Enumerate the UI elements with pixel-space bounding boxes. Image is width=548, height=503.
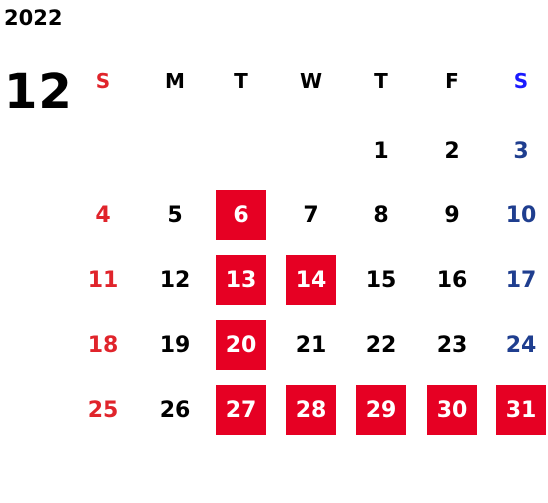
day-cell: 12	[159, 267, 191, 293]
day-cell: 21	[295, 332, 327, 358]
day-cell: 8	[373, 202, 389, 228]
day-cell: 19	[159, 332, 191, 358]
highlighted-day-cell: 28	[286, 385, 336, 435]
highlighted-day-cell: 20	[216, 320, 266, 370]
weekday-header: F	[445, 69, 459, 93]
day-cell: 25	[87, 397, 119, 423]
day-cell: 24	[505, 332, 537, 358]
day-cell: 9	[444, 202, 460, 228]
day-cell: 4	[95, 202, 111, 228]
weekday-header: S	[513, 69, 529, 93]
day-cell: 15	[365, 267, 397, 293]
highlighted-day-cell: 27	[216, 385, 266, 435]
day-cell: 26	[159, 397, 191, 423]
day-cell: 16	[436, 267, 468, 293]
day-cell: 23	[436, 332, 468, 358]
highlighted-day-cell: 14	[286, 255, 336, 305]
day-cell: 3	[513, 138, 529, 164]
weekday-header: S	[95, 69, 111, 93]
day-cell: 2	[444, 138, 460, 164]
day-cell: 11	[87, 267, 119, 293]
day-cell: 22	[365, 332, 397, 358]
day-cell: 18	[87, 332, 119, 358]
day-cell: 10	[505, 202, 537, 228]
month-number: 12	[4, 64, 73, 120]
weekday-header: W	[299, 69, 323, 93]
day-cell: 17	[505, 267, 537, 293]
highlighted-day-cell: 29	[356, 385, 406, 435]
day-cell: 7	[303, 202, 319, 228]
highlighted-day-cell: 30	[427, 385, 477, 435]
year-label: 2022	[4, 6, 63, 30]
highlighted-day-cell: 13	[216, 255, 266, 305]
weekday-header: T	[374, 69, 388, 93]
weekday-header: M	[165, 69, 185, 93]
highlighted-day-cell: 6	[216, 190, 266, 240]
highlighted-day-cell: 31	[496, 385, 546, 435]
day-cell: 1	[373, 138, 389, 164]
weekday-header: T	[234, 69, 248, 93]
day-cell: 5	[167, 202, 183, 228]
